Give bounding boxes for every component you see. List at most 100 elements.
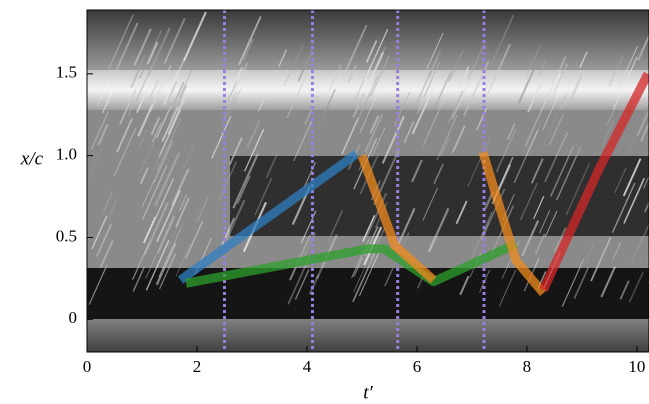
streak <box>614 167 627 193</box>
series-line <box>185 239 518 288</box>
streak <box>590 236 612 282</box>
streak <box>178 194 188 212</box>
streak <box>355 76 379 124</box>
y-tick-label: 1.5 <box>56 63 77 82</box>
streak <box>640 121 649 142</box>
streak <box>154 152 181 207</box>
streak <box>542 94 567 147</box>
streak <box>369 115 380 134</box>
streak <box>470 211 493 259</box>
streak <box>447 90 464 124</box>
streak <box>297 49 314 82</box>
y-tick-label: 0.5 <box>56 226 77 245</box>
streak <box>293 119 313 162</box>
streak <box>366 51 385 87</box>
streak <box>172 81 185 105</box>
streak <box>353 250 373 293</box>
streak <box>643 175 649 189</box>
streak <box>242 38 254 61</box>
streak <box>114 127 137 176</box>
streak <box>143 216 157 244</box>
streak <box>308 274 320 295</box>
series-line <box>357 151 547 296</box>
streak <box>233 66 244 86</box>
streak <box>436 114 458 161</box>
streak <box>513 129 539 184</box>
streak <box>539 210 551 234</box>
streak <box>294 269 310 300</box>
streak <box>217 161 237 202</box>
streak <box>538 58 548 76</box>
plot-area <box>177 10 649 352</box>
streak <box>167 93 188 135</box>
streak <box>565 163 591 216</box>
streak <box>490 205 514 256</box>
streak <box>506 123 516 141</box>
streak <box>232 153 259 209</box>
streak <box>141 179 156 208</box>
streak <box>524 105 545 147</box>
streak <box>517 59 540 104</box>
x-tick-label: 10 <box>628 357 645 376</box>
streak <box>455 200 468 225</box>
streak <box>254 177 273 216</box>
streak <box>519 182 538 221</box>
streak <box>150 116 161 136</box>
streak <box>411 159 423 183</box>
streak <box>257 95 266 112</box>
streak <box>119 89 137 125</box>
streak <box>175 197 190 228</box>
streak <box>227 80 238 102</box>
series-line <box>539 71 649 292</box>
streak <box>623 177 645 224</box>
streak <box>135 66 153 102</box>
streak <box>347 65 357 83</box>
streak <box>359 79 384 134</box>
streak <box>459 275 470 296</box>
streak <box>422 188 438 221</box>
streak <box>155 178 174 219</box>
streak <box>158 227 182 278</box>
streak <box>143 202 169 256</box>
streak <box>211 115 232 159</box>
streak <box>99 240 114 269</box>
streak <box>579 51 588 69</box>
streak <box>88 264 108 305</box>
streak <box>553 227 567 253</box>
y-tick-label: 1.0 <box>56 145 77 164</box>
streaks <box>87 11 649 307</box>
streak <box>183 11 207 62</box>
streak <box>132 266 145 292</box>
streak <box>529 120 543 148</box>
streak <box>90 111 109 151</box>
streak <box>147 27 171 77</box>
streak <box>286 73 308 119</box>
streak <box>97 123 109 146</box>
streak <box>423 61 441 98</box>
streak <box>139 167 149 185</box>
streak <box>625 103 649 157</box>
streak <box>160 192 184 243</box>
streak <box>228 137 243 165</box>
streak <box>152 154 161 171</box>
streak <box>151 122 162 143</box>
streak <box>416 75 436 115</box>
streak <box>567 75 583 106</box>
plot-frame <box>86 9 649 353</box>
streak <box>605 109 615 127</box>
streak <box>138 29 163 79</box>
bg-band <box>87 319 649 352</box>
streak <box>108 14 134 70</box>
streak <box>550 145 575 197</box>
streak <box>225 199 246 242</box>
streak <box>433 70 453 109</box>
x-tick-label: 6 <box>413 357 422 376</box>
streak <box>304 95 319 125</box>
streak <box>341 117 360 155</box>
streak <box>142 164 168 220</box>
streak <box>145 240 170 291</box>
streak <box>533 196 545 220</box>
streak <box>495 127 518 173</box>
streak <box>525 45 541 77</box>
streak <box>327 210 344 243</box>
